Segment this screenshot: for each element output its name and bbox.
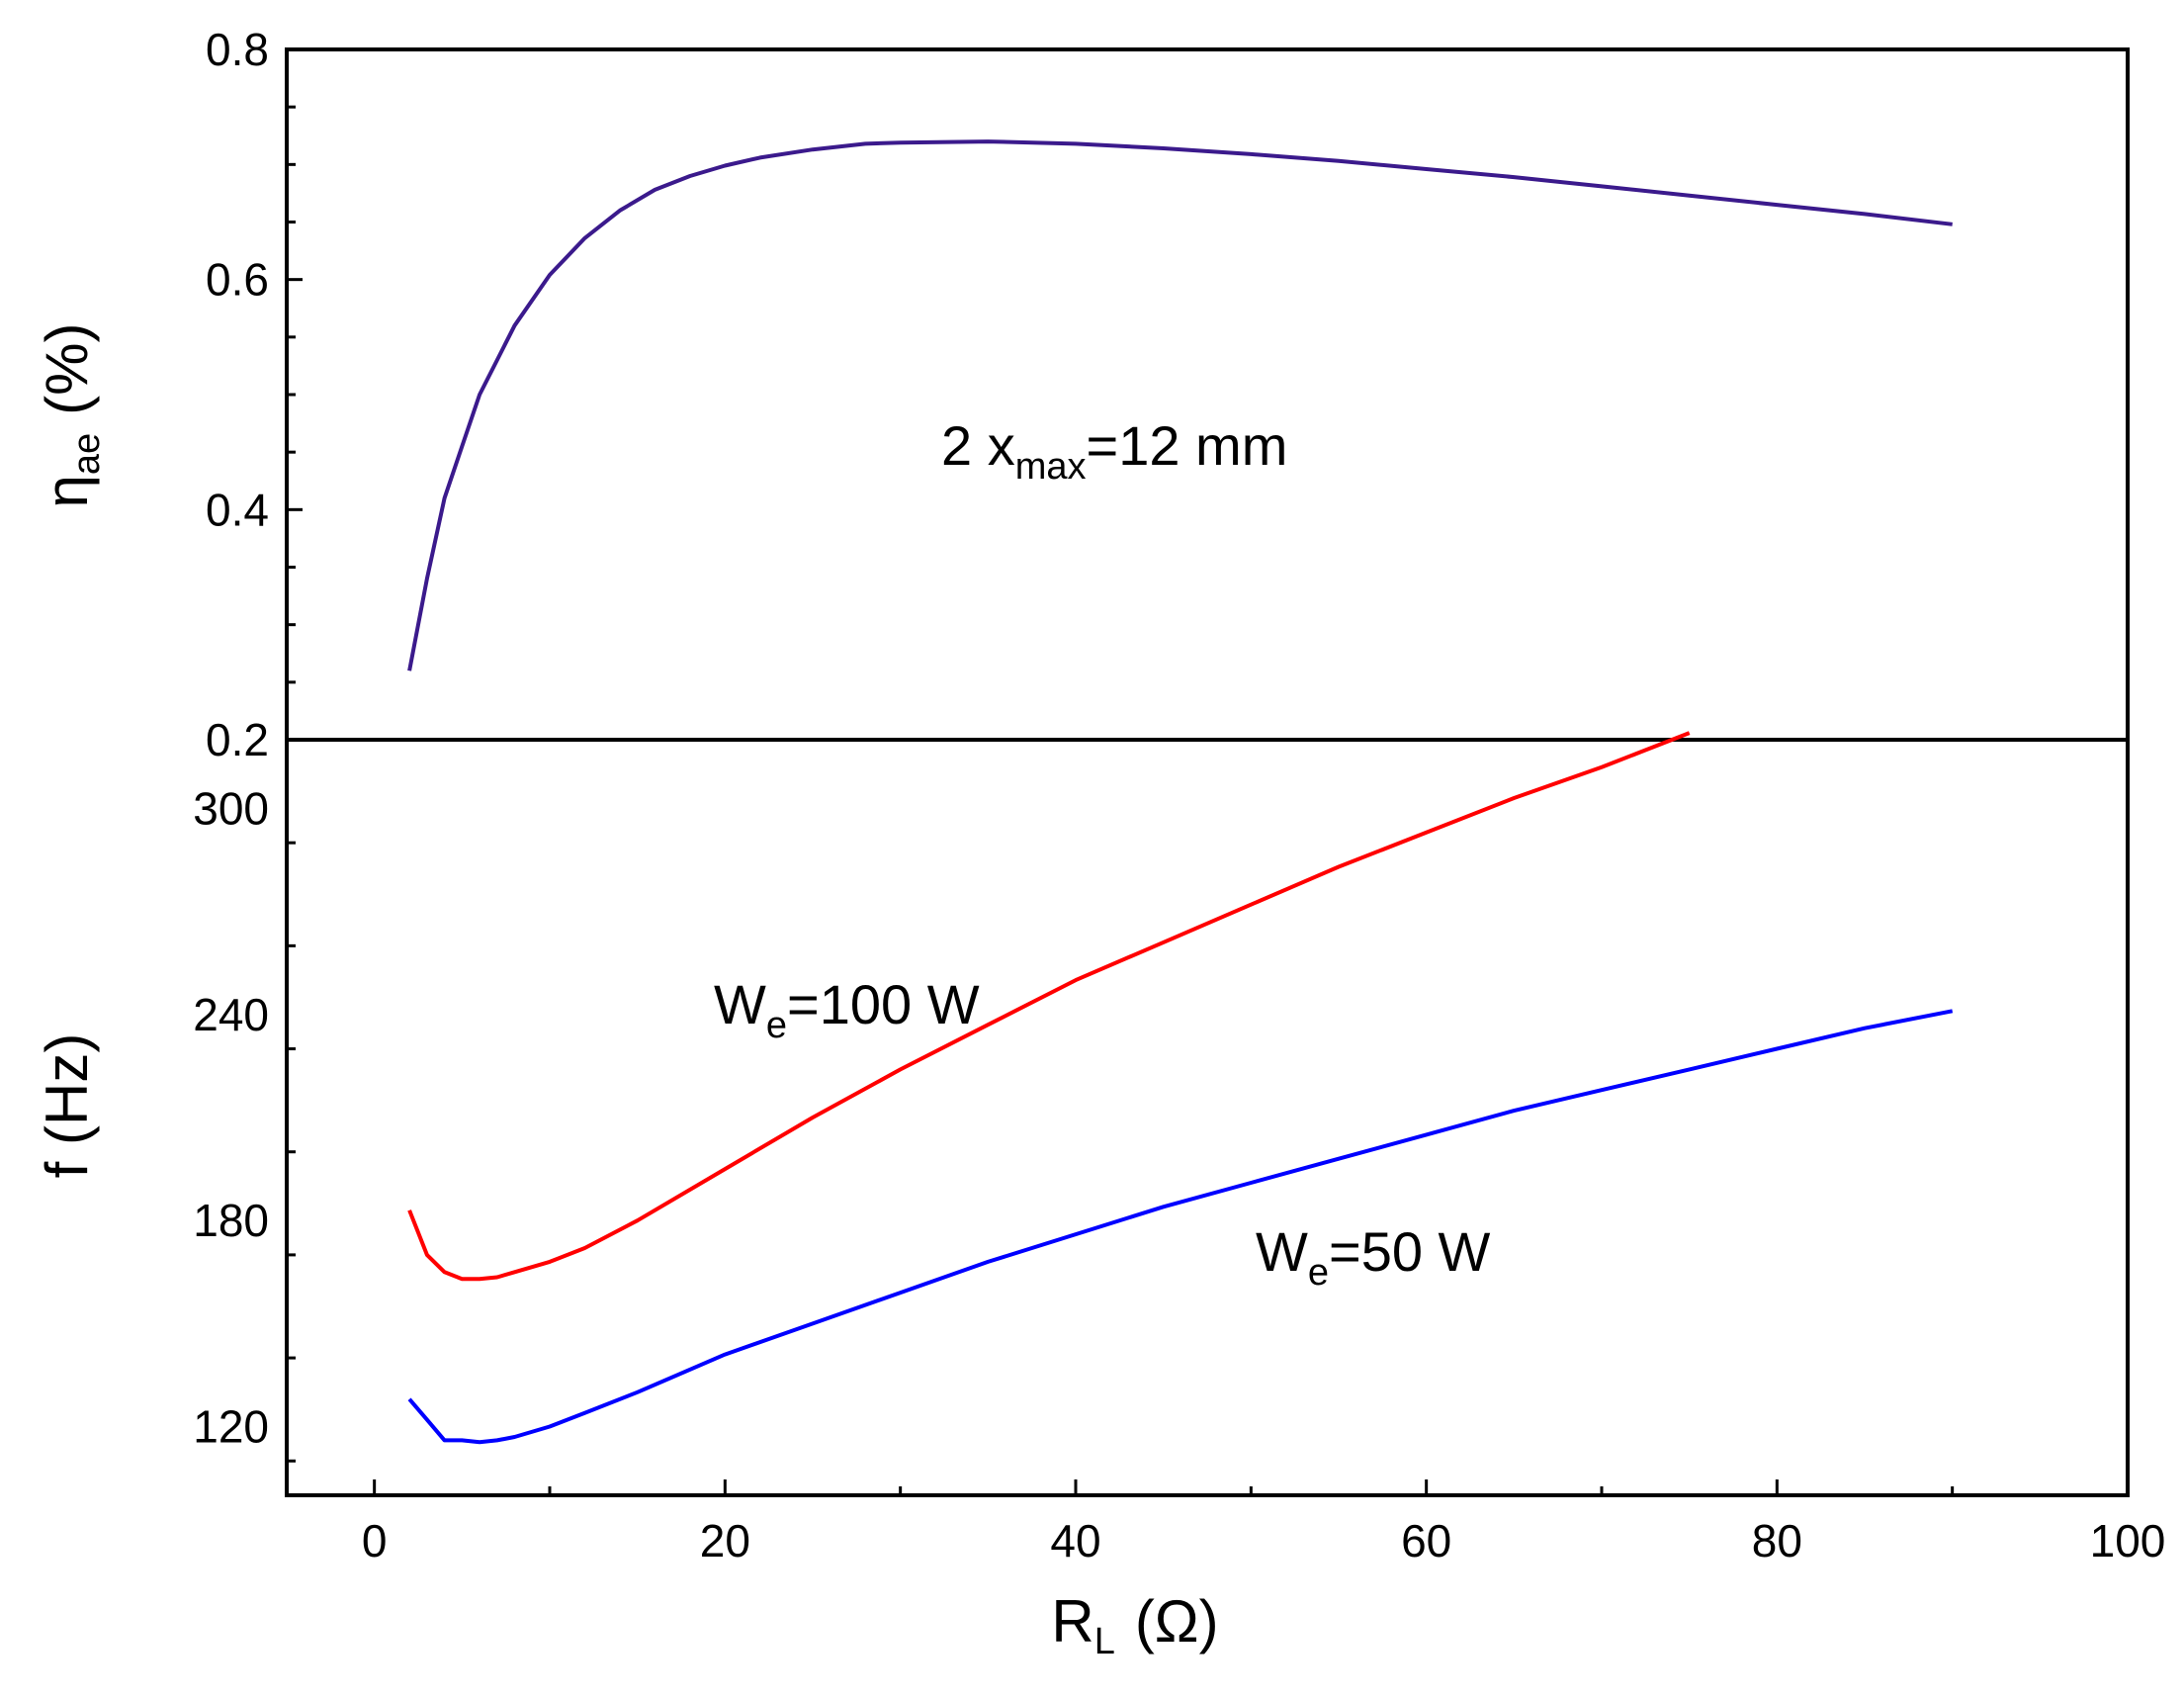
top-y-tick-label: 0.4 <box>206 484 269 535</box>
x-tick-label: 40 <box>1050 1515 1100 1566</box>
x-tick-label: 60 <box>1401 1515 1451 1566</box>
axis-ticks: 0.4 0.6 0.8 120 180 240 300 0.2 0 20 40 60 80 100 <box>193 24 2165 1566</box>
bottom-panel-frame <box>285 738 2130 1497</box>
top-y-tick-label: 0.6 <box>206 254 269 306</box>
x-tick-label: 20 <box>700 1515 750 1566</box>
bottom-y-tick-label: 300 <box>193 782 269 834</box>
series-label-we100: We=100 W <box>714 973 980 1046</box>
plot-frame <box>285 47 2130 1497</box>
bottom-y-tick-label: 180 <box>193 1195 269 1246</box>
x-tick-label: 100 <box>2090 1515 2166 1566</box>
x-axis-title: RL (Ω) <box>1051 1588 1218 1662</box>
series-line-we50 <box>407 1009 1954 1445</box>
top-y-axis-title: ηae(%) <box>34 323 108 508</box>
top-annotation: 2 xmax=12 mm <box>941 414 1287 488</box>
top-y-tick-label-0.2: 0.2 <box>206 714 269 765</box>
series-layer <box>407 139 1954 1445</box>
bottom-y-axis-title: f (Hz) <box>34 1033 100 1179</box>
x-tick-label: 80 <box>1752 1515 1802 1566</box>
bottom-y-tick-label: 240 <box>193 989 269 1040</box>
series-line-eta-ae <box>407 139 1953 671</box>
x-tick-label: 0 <box>362 1515 388 1566</box>
bottom-y-tick-label: 120 <box>193 1401 269 1453</box>
top-y-tick-label: 0.8 <box>206 24 269 75</box>
series-label-we50: We=50 W <box>1256 1220 1491 1294</box>
series-line-we100 <box>407 731 1691 1282</box>
